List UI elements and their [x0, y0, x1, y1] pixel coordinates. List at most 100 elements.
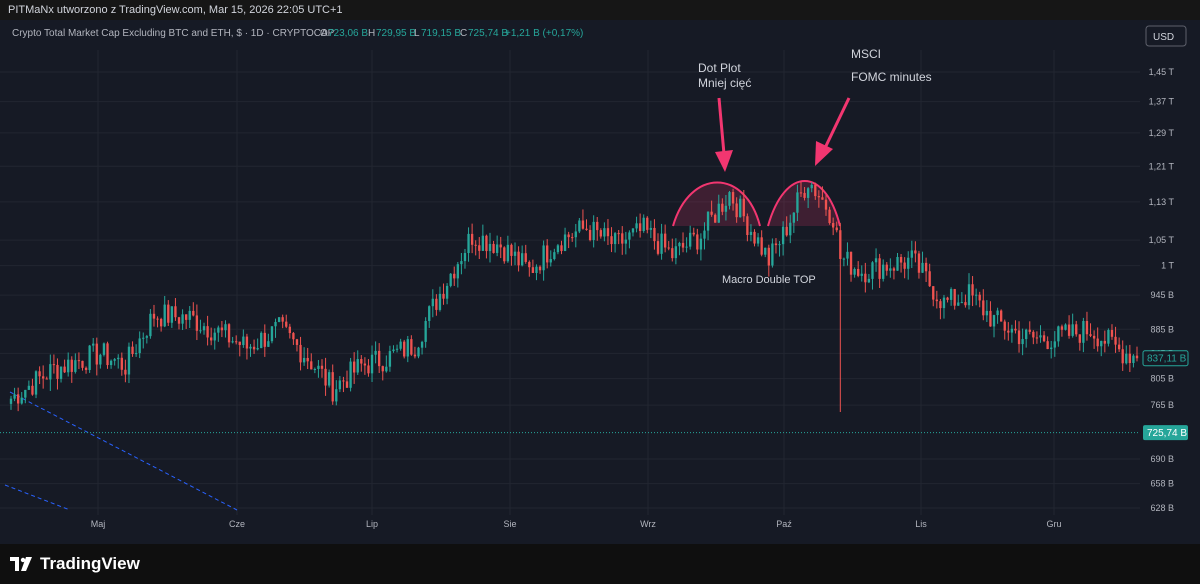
candle-body [567, 234, 570, 238]
candle-body [95, 343, 98, 365]
candle-body [267, 341, 270, 347]
time-tick-label: Lis [915, 519, 927, 529]
candle-body [320, 365, 324, 369]
candle-body [778, 244, 781, 246]
candle-body [142, 337, 145, 339]
candle-body [842, 258, 846, 260]
candle-body [696, 234, 699, 250]
time-tick-label: Gru [1046, 519, 1061, 529]
candle-body [599, 230, 602, 237]
candle-body [77, 360, 81, 362]
candle-body [667, 247, 670, 249]
candle-body [513, 251, 517, 256]
candle-body [1039, 335, 1042, 338]
candle-body [760, 237, 763, 255]
annotation-arrows [715, 97, 851, 172]
candle-body [896, 256, 899, 271]
candle-body [592, 221, 595, 241]
currency-button-label[interactable]: USD [1153, 32, 1174, 43]
candle-body [924, 262, 928, 272]
candle-body [1050, 347, 1053, 350]
candle-body [156, 318, 159, 320]
candle-body [70, 359, 73, 372]
candle-body [192, 310, 195, 316]
candle-body [1028, 329, 1031, 332]
candle-body [352, 361, 356, 373]
footer: TradingView [0, 544, 1200, 584]
last-close-tag-box [1143, 425, 1188, 441]
candle-body [553, 252, 556, 260]
candle-body [488, 243, 492, 252]
candle-body [1085, 321, 1089, 335]
chart-svg[interactable]: Dot Plot Mniej cięć MSCI FOMC minutes Ma… [0, 20, 1200, 544]
candle-body [546, 245, 549, 263]
candle-body [678, 242, 681, 247]
candle-body [524, 253, 527, 262]
candle-body [106, 343, 109, 366]
tradingview-logo[interactable]: TradingView [10, 554, 140, 574]
candle-body [817, 196, 821, 198]
candle-body [381, 366, 384, 372]
candle-body [660, 233, 663, 254]
candle-body [835, 227, 838, 231]
candle-body [942, 297, 946, 309]
price-axis[interactable]: 1,45 T 1,37 T 1,29 T 1,21 T 1,13 T 1,05 T 1 T 9… [1149, 67, 1175, 513]
double-top-label: Macro Double TOP [722, 274, 816, 286]
candle-body [470, 233, 474, 245]
candle-body [120, 357, 123, 370]
price-tick-label: 1,37 T [1149, 97, 1175, 107]
chart-frame[interactable]: Dot Plot Mniej cięć MSCI FOMC minutes Ma… [0, 20, 1200, 544]
candle-body [67, 359, 70, 373]
candle-body [585, 228, 588, 230]
candle-body [985, 310, 989, 316]
candle-body [1010, 328, 1014, 333]
price-tick-label: 885 B [1150, 324, 1174, 334]
candle-body [603, 228, 606, 237]
candle-body [45, 378, 48, 380]
candle-body [932, 286, 935, 300]
candle-body [417, 347, 420, 357]
candles [9, 182, 1139, 413]
candle-body [403, 341, 406, 357]
candle-body [1103, 340, 1106, 344]
candle-body [839, 230, 842, 259]
candle-body [706, 211, 710, 231]
candle-body [810, 184, 813, 189]
candle-body [1060, 326, 1064, 330]
currency-button-box[interactable] [1145, 25, 1187, 47]
currency-button[interactable]: USD [1145, 25, 1187, 47]
candle-body [388, 351, 392, 367]
time-axis[interactable]: Maj Cze Lip Sie Wrz Paź Lis Gru [91, 519, 1062, 529]
candle-body [270, 326, 274, 342]
candle-body [538, 266, 542, 271]
candle-body [1017, 330, 1021, 345]
candle-body [1096, 338, 1099, 347]
candle-body [345, 381, 349, 388]
candle-body [957, 302, 960, 306]
candle-body [1089, 334, 1092, 336]
candle-body [235, 341, 238, 343]
candle-body [285, 321, 288, 327]
candle-body [374, 350, 377, 355]
candle-body [574, 231, 577, 238]
candle-body [939, 301, 942, 309]
candle-body [88, 345, 91, 370]
candle-body [871, 262, 874, 279]
candle-body [1075, 324, 1078, 335]
candle-body [785, 226, 788, 236]
candle-body [967, 284, 971, 306]
candle-body [903, 262, 906, 269]
candle-body [16, 394, 20, 404]
price-tick-label: 805 B [1150, 374, 1174, 384]
candle-body [109, 360, 113, 366]
trend-line-lower [4, 484, 71, 511]
candle-body [81, 360, 84, 368]
candle-body [367, 365, 370, 374]
candle-body [1121, 349, 1124, 364]
candle-body [771, 243, 774, 266]
candle-body [642, 217, 645, 232]
legend-high: 729,95 B [376, 28, 416, 39]
candle-body [195, 315, 199, 331]
candle-body [331, 372, 334, 402]
candle-body [978, 294, 981, 301]
